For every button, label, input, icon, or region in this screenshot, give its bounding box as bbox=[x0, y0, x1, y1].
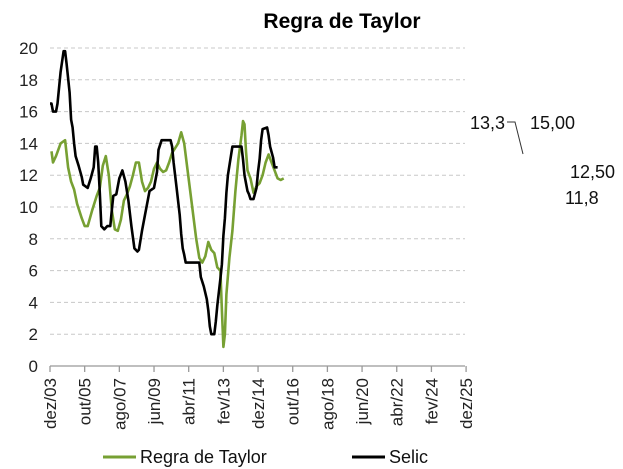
x-tick-label: ago/18 bbox=[318, 378, 337, 430]
y-tick-label: 18 bbox=[19, 71, 38, 90]
annotation-leader bbox=[507, 121, 524, 155]
taylor-line bbox=[50, 119, 285, 349]
y-tick-label: 12 bbox=[19, 166, 38, 185]
x-tick-label: dez/25 bbox=[457, 378, 476, 429]
selic-line bbox=[50, 49, 278, 336]
y-tick-label: 16 bbox=[19, 103, 38, 122]
annotation-label: 13,3 bbox=[470, 113, 505, 133]
legend-label: Selic bbox=[389, 447, 428, 467]
annotations: 13,3 15,00 12,50 11,8 bbox=[470, 113, 615, 208]
x-tick-label: ago/07 bbox=[110, 378, 129, 430]
x-tick-label: fev/13 bbox=[214, 378, 233, 424]
gridlines bbox=[50, 47, 465, 335]
y-tick-label: 14 bbox=[19, 134, 38, 153]
x-tick-label: dez/03 bbox=[41, 378, 60, 429]
x-tick-label: dez/14 bbox=[249, 378, 268, 429]
legend-label: Regra de Taylor bbox=[140, 447, 267, 467]
series-lines bbox=[50, 49, 285, 349]
y-tick-label: 6 bbox=[29, 262, 38, 281]
x-tick-label: out/05 bbox=[76, 378, 95, 425]
x-tick-label: abr/22 bbox=[388, 378, 407, 426]
x-tick-label: jun/20 bbox=[353, 378, 372, 425]
annotation-label: 11,8 bbox=[565, 188, 599, 208]
y-tick-label: 2 bbox=[29, 325, 38, 344]
chart-title: Regra de Taylor bbox=[263, 10, 420, 33]
y-tick-label: 4 bbox=[29, 293, 38, 312]
y-tick-label: 20 bbox=[19, 39, 38, 58]
y-tick-label: 8 bbox=[29, 230, 38, 249]
y-axis: 0 2 4 6 8 10 12 14 16 18 20 bbox=[19, 39, 38, 376]
annotation-label: 15,00 bbox=[530, 113, 575, 133]
annotation-label: 12,50 bbox=[570, 162, 615, 182]
y-tick-label: 10 bbox=[19, 198, 38, 217]
x-tick-label: out/16 bbox=[284, 378, 303, 425]
x-axis: dez/03 out/05 ago/07 jun/09 abr/11 fev/13 dez/… bbox=[41, 365, 476, 430]
x-tick-label: fev/24 bbox=[422, 378, 441, 424]
x-tick-label: abr/11 bbox=[180, 378, 199, 425]
x-tick-label: jun/09 bbox=[145, 378, 164, 425]
y-tick-label: 0 bbox=[29, 357, 38, 376]
legend: Regra de Taylor Selic bbox=[103, 447, 428, 467]
